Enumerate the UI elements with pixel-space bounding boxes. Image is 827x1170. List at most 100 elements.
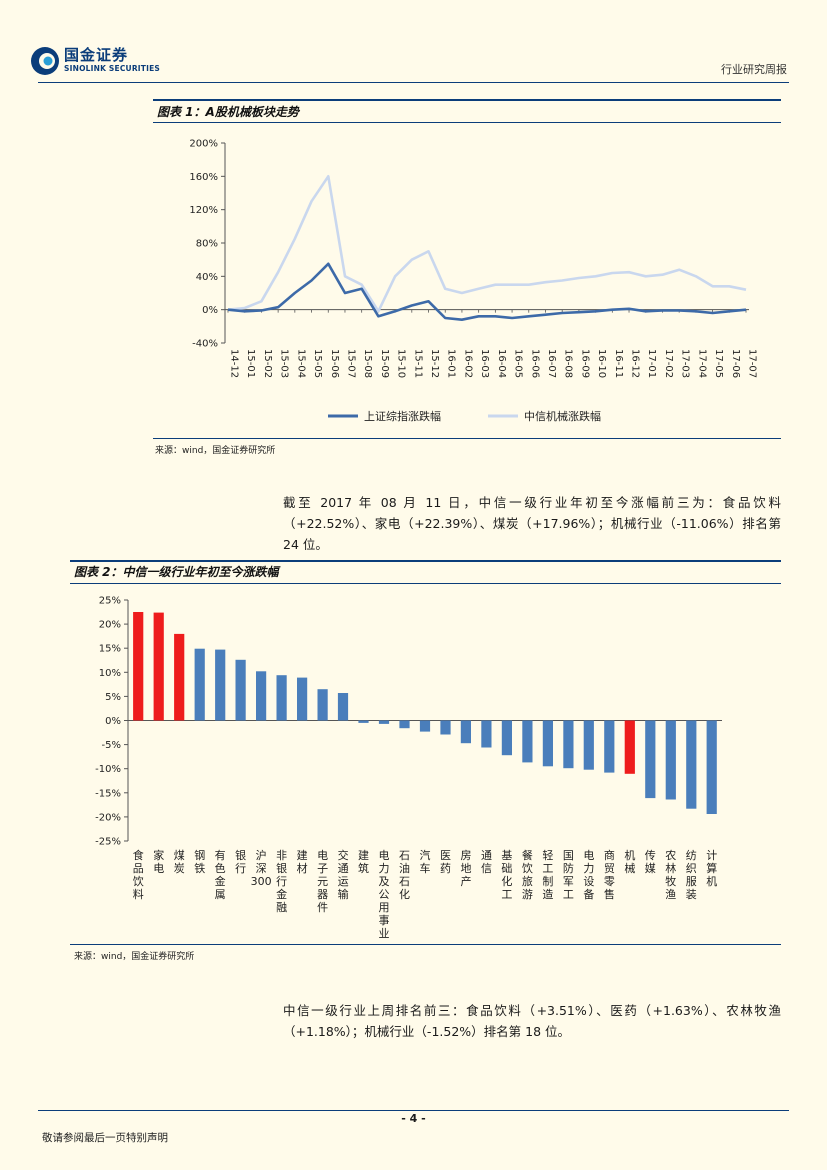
x-tick-label: 14-12 [229, 349, 240, 378]
y-tick-label: -5% [102, 740, 121, 751]
category-label: 通信 [481, 849, 492, 875]
y-tick-label: 15% [99, 644, 121, 655]
bar-农林牧渔 [665, 720, 676, 800]
bar-电力设备 [583, 720, 594, 770]
y-tick-label: 5% [105, 692, 121, 703]
x-tick-label: 15-07 [345, 349, 356, 378]
bar-传媒 [645, 720, 656, 799]
category-label: 非银行金融 [276, 849, 287, 914]
x-tick-label: 15-10 [396, 349, 407, 378]
bar-交通运输 [337, 693, 349, 721]
figure2-bottom-rule [70, 944, 781, 945]
x-tick-label: 16-01 [446, 349, 457, 378]
x-tick-label: 17-03 [680, 349, 691, 378]
y-tick-label: 0% [202, 305, 218, 316]
y-tick-label: -15% [95, 788, 121, 799]
x-tick-label: 16-08 [563, 349, 574, 378]
x-tick-label: 16-05 [513, 349, 524, 378]
x-tick-label: 15-04 [295, 349, 306, 378]
header-divider [38, 82, 789, 83]
x-tick-label: 15-05 [312, 349, 323, 378]
y-tick-label: -25% [95, 837, 121, 848]
x-tick-label: 15-03 [279, 349, 290, 378]
y-tick-label: 120% [189, 205, 218, 216]
x-tick-label: 15-02 [262, 349, 273, 378]
category-label: 家电 [153, 848, 164, 875]
bar-商贸零售 [604, 720, 615, 773]
figure1-title-rule [153, 122, 781, 123]
x-tick-label: 17-06 [730, 349, 741, 378]
bar-钢铁 [194, 648, 205, 721]
x-tick-label: 16-04 [496, 349, 507, 378]
y-tick-label: 40% [196, 272, 218, 283]
bar-汽车 [419, 720, 431, 732]
bar-非银行金融 [276, 675, 287, 721]
figure2-title: 图表 2：中信一级行业年初至今涨跌幅 [74, 565, 279, 579]
figure1-source: 来源：wind，国金证券研究所 [155, 446, 276, 456]
category-label: 餐饮旅游 [522, 848, 533, 901]
bar-基础化工 [501, 720, 512, 756]
y-tick-label: 80% [196, 239, 218, 250]
bar-有色金属 [215, 649, 226, 721]
category-label: 煤炭 [174, 849, 185, 875]
x-tick-label: 16-07 [546, 349, 557, 378]
sinolink-logo-icon [31, 47, 59, 75]
y-tick-label: -40% [192, 339, 218, 350]
x-tick-label: 17-04 [696, 349, 707, 378]
x-tick-label: 16-06 [529, 349, 540, 378]
x-tick-label: 16-11 [613, 349, 624, 378]
category-label: 交通运输 [338, 848, 349, 901]
bar-建材 [297, 677, 308, 721]
legend-label: 上证综指涨跌幅 [364, 409, 441, 423]
x-tick-label: 17-05 [713, 349, 724, 378]
category-label: 医药 [440, 849, 451, 875]
x-tick-label: 15-12 [429, 349, 440, 378]
category-label: 农林牧渔 [665, 848, 676, 901]
logo-chinese-name: 国金证券 [64, 46, 129, 64]
y-tick-label: -10% [95, 764, 121, 775]
y-tick-label: 20% [99, 620, 121, 631]
page-number: - 4 - [401, 1112, 426, 1125]
x-tick-label: 17-02 [663, 349, 674, 378]
logo-english-name: SINOLINK SECURITIES [64, 64, 161, 73]
category-label: 银行 [235, 848, 246, 875]
bar-医药 [440, 720, 451, 735]
category-label: 电力设备 [583, 849, 594, 901]
x-tick-label: 15-01 [245, 349, 256, 378]
footer-divider [38, 1110, 789, 1111]
bar-建筑 [358, 720, 369, 723]
category-label: 建材 [297, 848, 308, 875]
bar-石油石化 [399, 720, 410, 729]
category-label: 食品饮料 [133, 848, 144, 901]
bar-国防军工 [563, 720, 574, 769]
x-tick-label: 15-09 [379, 349, 390, 378]
category-label: 基础化工 [501, 849, 512, 901]
category-label: 汽车 [420, 848, 431, 875]
y-tick-label: -20% [95, 812, 121, 823]
x-tick-label: 15-08 [362, 349, 373, 378]
line-chart: -40% 0% 40% 80% 120% 160% 200% 14-12 15-01 15-02 1… [189, 139, 758, 424]
legend-label: 中信机械涨跌幅 [524, 409, 601, 423]
bar-电子元器件 [317, 689, 328, 721]
category-label: 电力及公用事业 [379, 849, 390, 940]
category-label: 纺织服装 [686, 848, 697, 901]
bar-chart: 25% 20% 15% 10% 5% 0% -5% -10% -15% -20% -25% 食品饮料家… [95, 596, 722, 940]
category-label: 轻工制造 [542, 848, 553, 901]
x-tick-label: 16-12 [630, 349, 641, 378]
figure1-title: 图表 1：A股机械板块走势 [157, 105, 299, 119]
x-tick-label: 17-07 [747, 349, 758, 378]
x-tick-label: 16-10 [596, 349, 607, 378]
paragraph-ytd-ranking: 截至 2017 年 08 月 11 日，中信一级行业年初至今涨幅前三为：食品饮料… [283, 495, 781, 552]
y-tick-label: 160% [189, 172, 218, 183]
category-label: 商贸零售 [604, 848, 615, 901]
bar-餐饮旅游 [522, 720, 533, 763]
category-label: 钢铁 [194, 849, 205, 875]
bar-房地产 [460, 720, 471, 744]
bar-轻工制造 [542, 720, 553, 767]
category-label: 建筑 [358, 848, 369, 875]
paragraph-weekly-ranking: 中信一级行业上周排名前三：食品饮料（+3.51%）、医药（+1.63%）、农林牧… [283, 1003, 781, 1039]
bar-通信 [481, 720, 492, 748]
category-label: 传媒 [645, 849, 656, 875]
x-tick-label: 16-03 [479, 349, 490, 378]
x-tick-label: 17-01 [646, 349, 657, 378]
